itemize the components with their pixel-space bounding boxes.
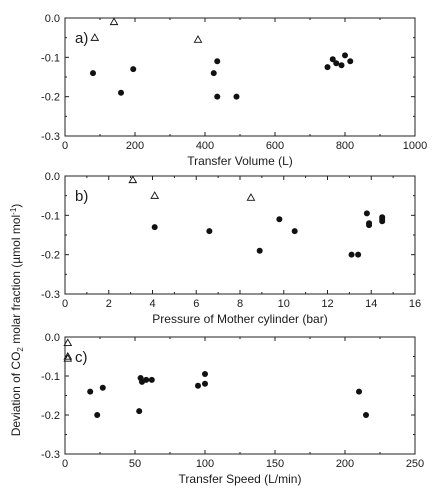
- x-tick-label: 8: [237, 298, 243, 310]
- y-tick-label: -0.3: [41, 131, 60, 143]
- panel-label: c): [75, 349, 88, 366]
- data-point-triangle: [128, 175, 138, 184]
- data-point-circle: [148, 376, 155, 383]
- x-tick-label: 4: [149, 298, 155, 310]
- data-point-circle: [333, 60, 340, 67]
- data-point-circle: [130, 66, 137, 73]
- data-point-circle: [379, 218, 386, 225]
- data-point-circle: [329, 56, 336, 63]
- x-tick-label: 100: [196, 458, 214, 470]
- x-tick-label: 400: [196, 140, 214, 152]
- y-tick-label: 0.0: [45, 171, 60, 183]
- y-tick-label: -0.1: [41, 52, 60, 64]
- data-point-circle: [210, 70, 217, 77]
- data-point-triangle: [246, 193, 256, 201]
- x-tick-label: 800: [336, 140, 354, 152]
- y-tick-label: -0.1: [41, 371, 60, 383]
- data-point-circle: [347, 58, 354, 65]
- y-axis-label-close: ): [9, 204, 23, 208]
- x-tick-label: 10: [278, 298, 290, 310]
- data-point-circle: [94, 412, 101, 418]
- y-tick-label: -0.2: [41, 410, 60, 422]
- y-tick-label: -0.3: [41, 449, 60, 461]
- plot-frame: [64, 17, 416, 137]
- data-point-triangle: [150, 191, 160, 199]
- y-axis-label-sub: 2: [16, 347, 25, 352]
- data-point-circle: [342, 52, 348, 59]
- data-point-circle: [256, 247, 263, 254]
- data-point-circle: [206, 228, 213, 235]
- data-point-triangle: [63, 353, 73, 362]
- panel-1: 0 200 400 600 800 1000 0.0 -0.1 -0.2 -0.3 a) Transf…: [41, 13, 427, 168]
- y-axis-label-main: Deviation of CO: [9, 352, 23, 437]
- x-tick-label: 600: [266, 140, 284, 152]
- data-point-circle: [118, 89, 124, 96]
- panel-label: a): [75, 30, 88, 47]
- data-point-circle: [87, 388, 94, 395]
- plot-frame: [64, 336, 416, 455]
- data-point-circle: [90, 70, 96, 77]
- data-point-circle: [348, 251, 355, 258]
- x-tick-label: 200: [126, 140, 144, 152]
- x-tick-label: 1000: [403, 140, 427, 152]
- data-point-circle: [356, 388, 362, 395]
- x-tick-label: 14: [365, 298, 377, 310]
- data-point-circle: [366, 222, 373, 229]
- x-tick-label: 16: [409, 298, 421, 310]
- x-tick-label: 150: [266, 458, 284, 470]
- x-tick-label: 0: [62, 458, 68, 470]
- data-point-circle: [276, 216, 283, 223]
- x-tick-label: 250: [406, 458, 424, 470]
- x-tick-label: 200: [336, 458, 354, 470]
- data-point-triangle: [90, 33, 100, 41]
- y-tick-label: -0.3: [41, 289, 60, 301]
- x-tick-label: 50: [129, 458, 141, 470]
- x-axis-label: Transfer Volume (L): [187, 154, 293, 168]
- x-tick-label: 0: [62, 298, 68, 310]
- data-point-circle: [136, 408, 143, 415]
- data-point-triangle: [63, 351, 73, 360]
- data-point-triangle: [109, 17, 119, 26]
- data-point-triangle: [193, 35, 203, 43]
- data-point-circle: [195, 382, 201, 389]
- data-point-circle: [355, 251, 362, 258]
- x-tick-label: 2: [106, 298, 112, 310]
- y-axis-label: Deviation of CO2 molar fraction (µmol mo…: [9, 204, 25, 437]
- y-tick-label: 0.0: [45, 13, 60, 25]
- data-point-triangle: [63, 338, 73, 346]
- plot-frame: [64, 175, 416, 295]
- y-tick-label: -0.1: [41, 210, 60, 222]
- data-point-circle: [363, 412, 369, 418]
- data-point-circle: [143, 376, 150, 383]
- panel-2: 0 2 4 6 8 10 12 14 16 0.0 -0.1 -0.2 -0.3 b) Pressure o…: [41, 171, 421, 326]
- data-point-circle: [214, 93, 221, 100]
- panel-3: 0 50 100 150 200 250 0.0 -0.1 -0.2 -0.3 c) Transfer…: [41, 332, 424, 486]
- data-point-circle: [202, 371, 208, 378]
- x-tick-label: 0: [62, 140, 68, 152]
- y-axis-label-sup: -1: [9, 207, 18, 215]
- x-axis-label: Transfer Speed (L/min): [179, 472, 302, 486]
- data-point-circle: [202, 380, 208, 387]
- data-point-circle: [324, 64, 331, 71]
- data-point-circle: [151, 224, 158, 231]
- data-point-circle: [99, 384, 106, 391]
- data-point-circle: [214, 58, 221, 65]
- y-tick-label: -0.2: [41, 250, 60, 262]
- data-point-circle: [338, 62, 345, 69]
- data-point-circle: [363, 210, 370, 217]
- panels: 0 200 400 600 800 10000.0-0.1-0.2-0.3a)Transf…: [41, 13, 427, 486]
- x-tick-label: 6: [193, 298, 199, 310]
- x-tick-label: 12: [321, 298, 333, 310]
- panel-label: b): [75, 188, 88, 205]
- data-point-circle: [233, 93, 240, 100]
- data-point-circle: [291, 228, 298, 235]
- y-tick-label: 0.0: [45, 332, 60, 344]
- y-axis-label-rest: molar fraction (µmol mol: [9, 215, 23, 347]
- y-tick-label: -0.2: [41, 92, 60, 104]
- x-axis-label: Pressure of Mother cylinder (bar): [152, 312, 327, 326]
